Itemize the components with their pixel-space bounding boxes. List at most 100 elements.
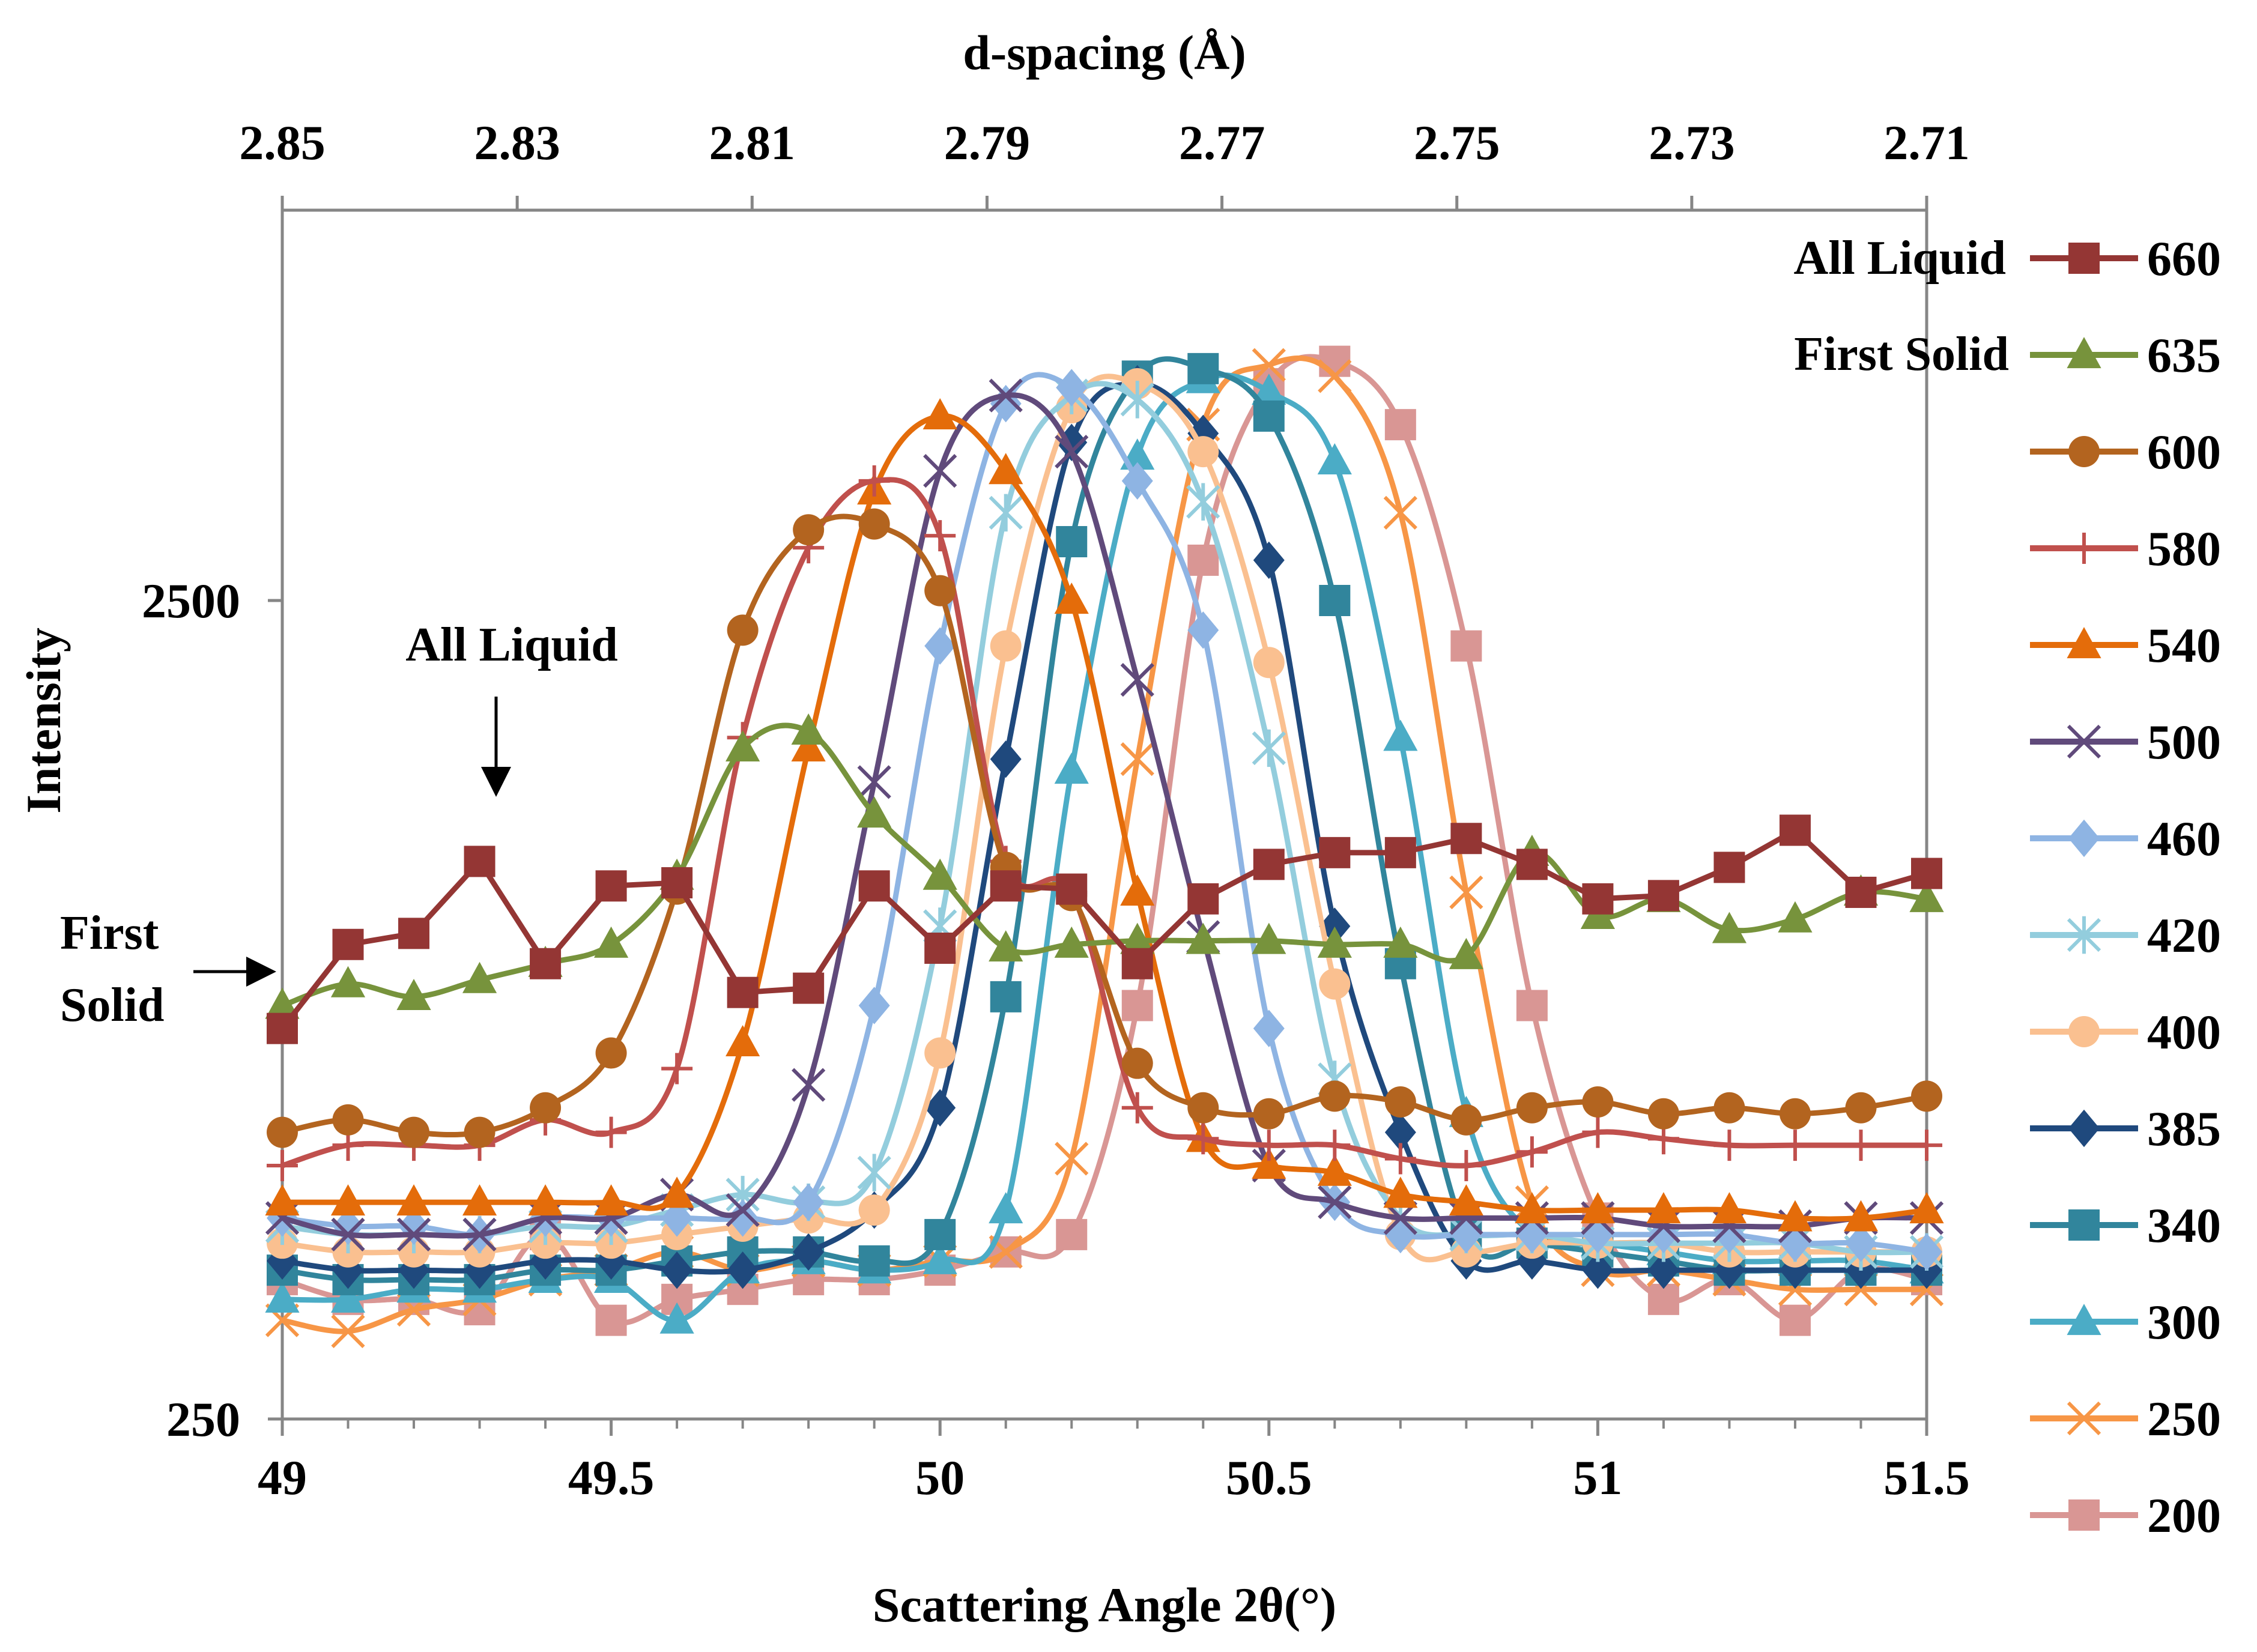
legend-item-580: 580 <box>2030 521 2221 576</box>
data-point-660 <box>1253 849 1285 880</box>
data-point-660 <box>1516 849 1548 880</box>
x-axis-title: Scattering Angle 2θ(°) <box>873 1578 1336 1632</box>
legend-marker <box>2068 533 2100 564</box>
legend-label: 460 <box>2147 811 2221 866</box>
data-point-420 <box>1186 483 1220 521</box>
data-point-385 <box>1319 907 1351 945</box>
legend-label: 340 <box>2147 1198 2221 1253</box>
data-point-660 <box>595 870 627 902</box>
data-point-660 <box>1911 858 1942 889</box>
annotation-first-solid-line2: Solid <box>60 979 164 1032</box>
data-point-660 <box>1647 880 1679 912</box>
data-point-460 <box>1647 1215 1679 1254</box>
data-point-635 <box>462 961 497 993</box>
series-300 <box>265 362 1944 1334</box>
data-point-600 <box>595 1037 627 1069</box>
series-660 <box>267 814 1942 1044</box>
data-point-300 <box>659 1302 694 1334</box>
series-line-500 <box>281 392 1927 1239</box>
data-point-635 <box>989 930 1023 962</box>
data-point-600 <box>530 1092 562 1124</box>
top-tick-label: 2.85 <box>239 115 326 170</box>
data-point-635 <box>1383 926 1418 958</box>
data-point-540 <box>462 1184 497 1216</box>
top-tick-label: 2.81 <box>709 115 796 170</box>
data-point-385 <box>1253 541 1285 579</box>
data-point-580 <box>1384 1143 1416 1175</box>
data-point-660 <box>858 870 890 902</box>
data-point-580 <box>1845 1130 1877 1161</box>
data-point-460 <box>1253 1009 1285 1047</box>
legend-marker <box>2068 1016 2100 1047</box>
legend-marker <box>2067 627 2101 659</box>
legend-item-400: 400 <box>2030 1005 2221 1059</box>
data-point-460 <box>1187 611 1219 649</box>
data-point-460 <box>1384 1215 1416 1254</box>
data-point-660 <box>1121 948 1153 979</box>
data-point-635 <box>1054 926 1089 958</box>
data-point-580 <box>267 1149 298 1181</box>
data-point-660 <box>661 867 693 899</box>
data-point-420 <box>989 494 1023 532</box>
legend-label: 635 <box>2147 328 2221 383</box>
data-point-460 <box>1582 1215 1614 1254</box>
data-point-250 <box>1383 495 1417 530</box>
data-point-580 <box>1319 1130 1351 1161</box>
data-point-660 <box>1319 837 1351 868</box>
legend-marker <box>2068 1209 2100 1241</box>
data-point-540 <box>528 1184 563 1216</box>
data-point-250 <box>331 1314 365 1348</box>
series-540 <box>265 398 1944 1232</box>
data-point-500 <box>1318 1185 1352 1220</box>
data-point-660 <box>1779 814 1811 846</box>
data-point-660 <box>1582 883 1614 915</box>
data-point-635 <box>1712 912 1747 943</box>
data-point-460 <box>1121 462 1153 500</box>
data-point-540 <box>791 730 826 762</box>
data-point-340 <box>858 1245 890 1277</box>
series-layer <box>265 345 1944 1348</box>
legend-item-540: 540 <box>2030 618 2221 673</box>
data-point-385 <box>1056 423 1088 461</box>
data-point-540 <box>396 1184 431 1216</box>
data-point-635 <box>1449 937 1483 969</box>
legend-marker <box>2068 1109 2100 1148</box>
data-point-300 <box>922 1242 957 1274</box>
series-400 <box>267 368 1942 1268</box>
data-point-600 <box>1845 1092 1877 1124</box>
series-250 <box>265 348 1944 1348</box>
series-line-400 <box>282 374 1927 1263</box>
data-point-600 <box>464 1116 495 1148</box>
data-point-420 <box>1120 381 1154 419</box>
data-point-540 <box>1383 1176 1418 1208</box>
data-point-635 <box>1186 922 1220 954</box>
data-point-540 <box>1120 874 1155 906</box>
data-point-580 <box>924 520 956 552</box>
data-point-580 <box>1121 1092 1153 1124</box>
data-point-340 <box>990 981 1022 1012</box>
data-point-420 <box>857 1154 891 1191</box>
data-point-460 <box>727 1199 759 1237</box>
data-point-200 <box>595 1304 627 1336</box>
data-point-660 <box>727 976 759 1008</box>
x-tick-label: 50.5 <box>1226 1450 1312 1505</box>
data-point-500 <box>857 765 891 799</box>
y-axis-title: Intensity <box>16 628 71 814</box>
data-point-635 <box>857 796 892 828</box>
data-point-250 <box>1120 742 1154 776</box>
data-point-300 <box>1054 752 1089 784</box>
data-point-200 <box>1056 1218 1088 1250</box>
data-point-540 <box>594 1184 629 1216</box>
x-tick-label: 49 <box>258 1450 307 1505</box>
data-point-385 <box>1647 1251 1679 1289</box>
data-point-600 <box>1384 1086 1416 1118</box>
top-tick-label: 2.77 <box>1179 115 1265 170</box>
data-point-600 <box>1779 1098 1811 1130</box>
data-point-540 <box>726 1024 760 1056</box>
x-tick-label: 51.5 <box>1883 1450 1970 1505</box>
series-line-200 <box>281 354 1927 1326</box>
series-580 <box>267 465 1942 1181</box>
data-point-300 <box>1317 443 1352 475</box>
legend-label: 385 <box>2147 1101 2221 1156</box>
data-point-580 <box>858 465 890 497</box>
